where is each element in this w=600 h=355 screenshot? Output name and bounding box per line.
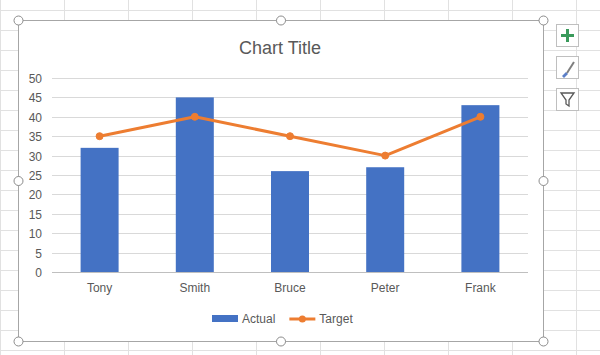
grid-line: [52, 272, 528, 273]
marker: [477, 113, 484, 120]
grid-line: [52, 97, 528, 98]
marker: [382, 152, 389, 159]
bar: [81, 148, 119, 272]
chart-area: [19, 21, 544, 342]
button-frame: [557, 25, 579, 47]
y-tick-label: 5: [35, 247, 42, 261]
plot-marks: [81, 97, 500, 272]
chart-title: Chart Title: [239, 38, 321, 58]
y-tick-label: 0: [35, 266, 42, 280]
x-tick-label: Tony: [87, 281, 112, 295]
selection-handle: [14, 337, 23, 346]
selection-handle: [539, 177, 548, 186]
y-tick-label: 40: [29, 111, 43, 125]
x-tick-label: Smith: [179, 281, 210, 295]
bar: [176, 97, 214, 272]
sheet-col-line: [0, 0, 1, 355]
sheet-grid: [0, 0, 600, 355]
root: Chart Title 0 5 10 15 20 25 30 35 40 45 50 Tony Smith…: [0, 0, 600, 355]
x-tick-label: Peter: [371, 281, 400, 295]
marker: [287, 133, 294, 140]
sheet-row-line: [0, 10, 600, 11]
grid-line: [52, 117, 528, 118]
filter-icon: [561, 93, 574, 106]
y-tick-label: 20: [29, 188, 43, 202]
marker: [191, 113, 198, 120]
x-axis: Tony Smith Bruce Peter Frank: [87, 281, 497, 295]
plus-icon: [561, 29, 574, 42]
selection-handle: [539, 337, 548, 346]
y-tick-label: 25: [29, 169, 43, 183]
grid-line: [52, 156, 528, 157]
button-frame: [557, 89, 579, 111]
grid-line: [52, 78, 528, 79]
chart-svg: Chart Title 0 5 10 15 20 25 30 35 40 45 50 Tony Smith…: [0, 0, 600, 355]
y-tick-label: 50: [29, 72, 43, 86]
y-tick-label: 45: [29, 91, 43, 105]
sheet-col-line: [576, 0, 577, 355]
marker: [96, 133, 103, 140]
y-tick-label: 35: [29, 130, 43, 144]
chart-button[interactable]: [557, 25, 579, 47]
selection-handle: [14, 16, 23, 25]
bar: [366, 167, 404, 272]
x-tick-label: Bruce: [274, 281, 306, 295]
y-axis: 0 5 10 15 20 25 30 35 40 45 50: [29, 72, 528, 280]
selection-handle: [14, 177, 23, 186]
x-tick-label: Frank: [465, 281, 497, 295]
brush-handle: [567, 62, 574, 73]
y-tick-label: 10: [29, 227, 43, 241]
y-tick-label: 30: [29, 150, 43, 164]
button-frame: [557, 57, 579, 79]
legend: Actual Target: [212, 312, 353, 326]
selection-handle: [277, 337, 286, 346]
bar: [271, 171, 309, 272]
bar: [461, 105, 499, 272]
selection-handle: [277, 16, 286, 25]
legend-label: Target: [319, 312, 353, 326]
line: [100, 117, 481, 156]
chart-button[interactable]: [557, 57, 579, 79]
legend-swatch: [212, 315, 238, 322]
sheet-row-line: [0, 350, 600, 351]
selection-handle: [539, 16, 548, 25]
legend-marker: [299, 316, 306, 323]
y-tick-label: 15: [29, 208, 43, 222]
chart-button[interactable]: [557, 89, 579, 111]
legend-label: Actual: [242, 312, 275, 326]
